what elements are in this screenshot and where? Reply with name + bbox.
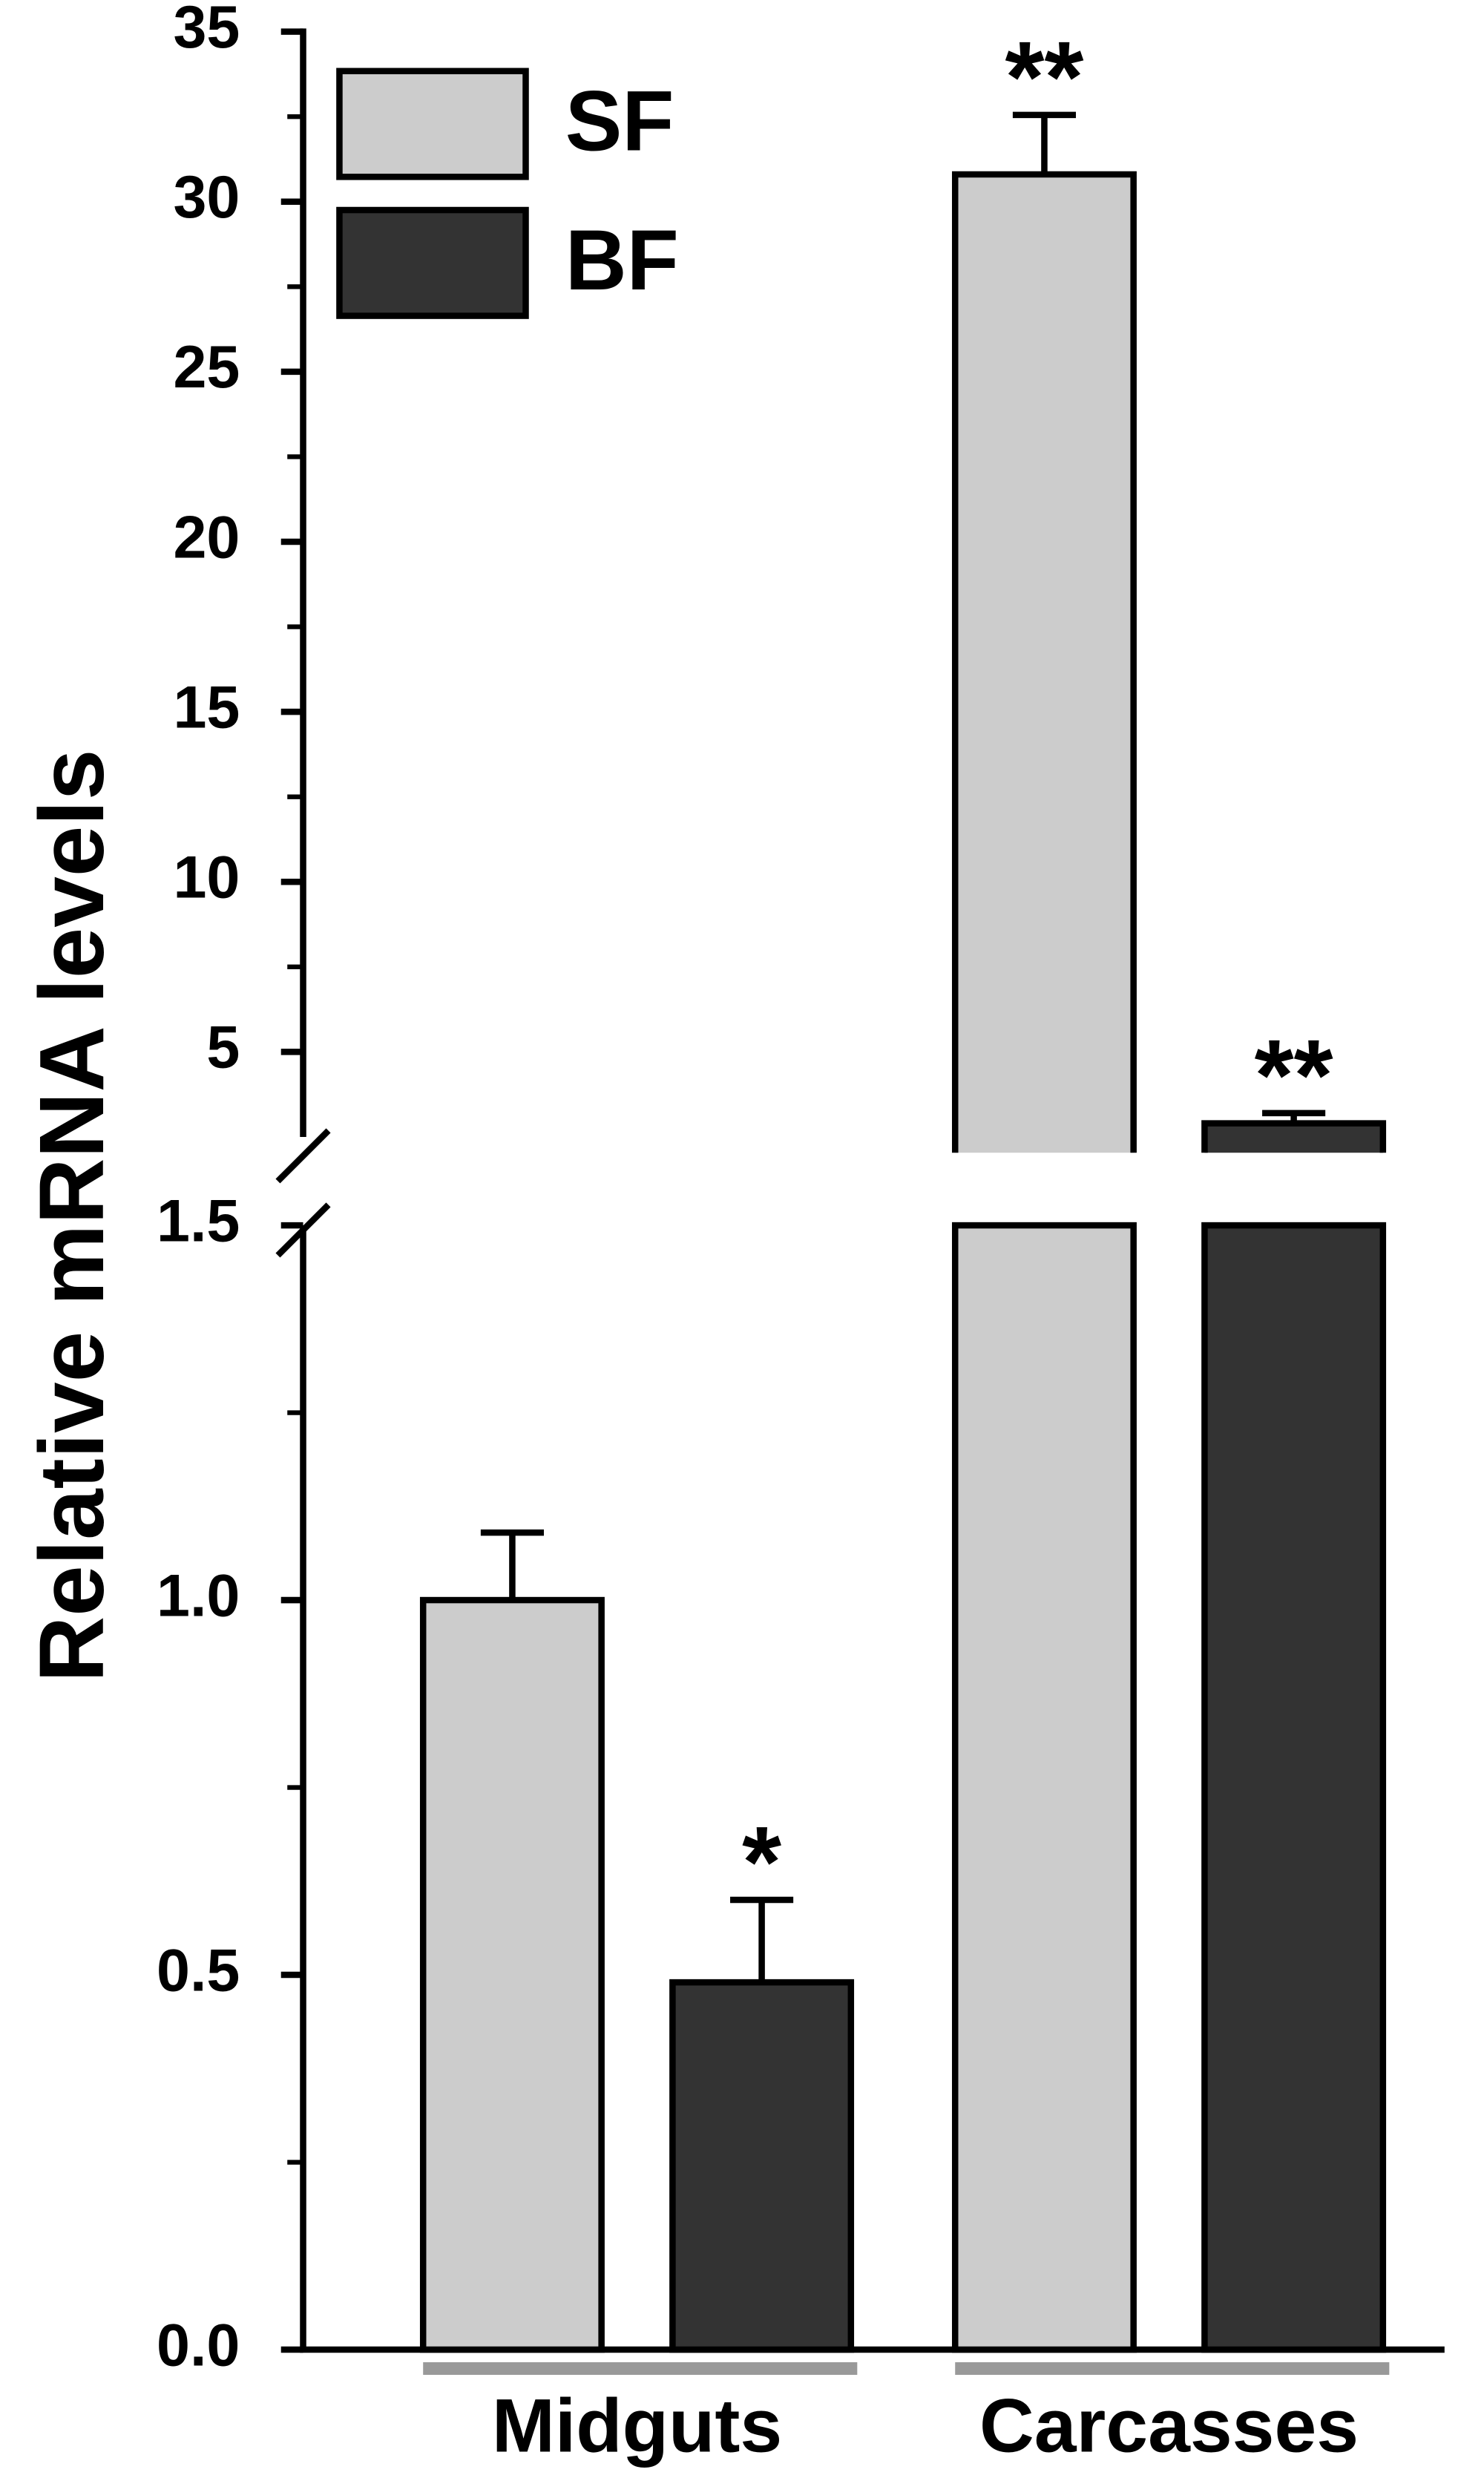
category-underline <box>423 2362 858 2376</box>
legend-label: BF <box>565 213 679 308</box>
y-tick-label: 20 <box>173 504 240 571</box>
error-bar <box>1012 111 1076 175</box>
legend-label: SF <box>565 74 674 169</box>
x-tick-label: Midguts <box>492 2384 782 2468</box>
significance-mark: ** <box>1255 1019 1333 1132</box>
bar <box>951 171 1137 1153</box>
axis-break <box>275 1128 331 1184</box>
y-tick-label: 30 <box>173 164 240 231</box>
y-axis-label: Relative mRNA levels <box>21 750 123 1682</box>
y-tick-label: 5 <box>206 1015 240 1081</box>
y-tick-label: 10 <box>173 845 240 911</box>
y-tick-label: 1.0 <box>157 1562 240 1629</box>
y-tick-label: 0.5 <box>157 1937 240 2004</box>
bar <box>669 1979 855 2353</box>
y-tick-label: 0.0 <box>157 2312 240 2379</box>
significance-mark: * <box>742 1806 781 1918</box>
bar-lower-part <box>1201 1222 1387 2353</box>
legend-swatch <box>336 206 529 319</box>
x-tick-label: Carcasses <box>979 2384 1359 2468</box>
y-tick-label: 15 <box>173 674 240 741</box>
y-tick-label: 35 <box>173 0 240 61</box>
y-tick-label: 1.5 <box>157 1187 240 1254</box>
significance-mark: ** <box>1005 21 1083 134</box>
category-underline <box>955 2362 1390 2376</box>
y-tick-label: 25 <box>173 334 240 401</box>
bar-lower-part <box>951 1222 1137 2353</box>
error-bar <box>480 1529 544 1601</box>
legend-swatch <box>336 68 529 180</box>
error-bar <box>730 1896 794 1983</box>
bar <box>1201 1120 1387 1153</box>
bar <box>419 1596 605 2353</box>
axis-break <box>275 1202 331 1258</box>
